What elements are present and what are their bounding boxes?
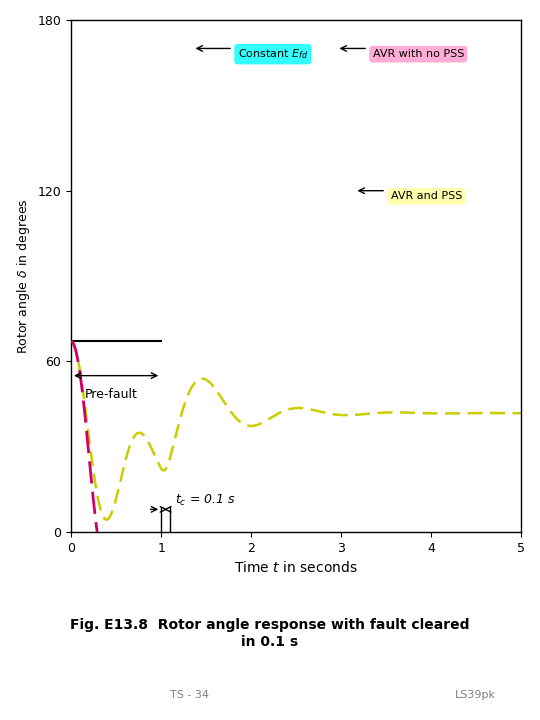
Text: LS39pk: LS39pk bbox=[455, 690, 496, 701]
Text: Constant $E_{fd}$: Constant $E_{fd}$ bbox=[238, 48, 308, 61]
Text: TS - 34: TS - 34 bbox=[170, 690, 208, 701]
Text: AVR with no PSS: AVR with no PSS bbox=[373, 49, 464, 59]
Text: Pre-fault: Pre-fault bbox=[85, 388, 138, 402]
X-axis label: Time $t$ in seconds: Time $t$ in seconds bbox=[234, 560, 358, 575]
Text: AVR and PSS: AVR and PSS bbox=[390, 192, 462, 202]
Y-axis label: Rotor angle $\delta$ in degrees: Rotor angle $\delta$ in degrees bbox=[15, 198, 32, 354]
Text: $t_c$ = 0.1 s: $t_c$ = 0.1 s bbox=[174, 492, 235, 508]
Text: Fig. E13.8  Rotor angle response with fault cleared
in 0.1 s: Fig. E13.8 Rotor angle response with fau… bbox=[70, 618, 470, 649]
